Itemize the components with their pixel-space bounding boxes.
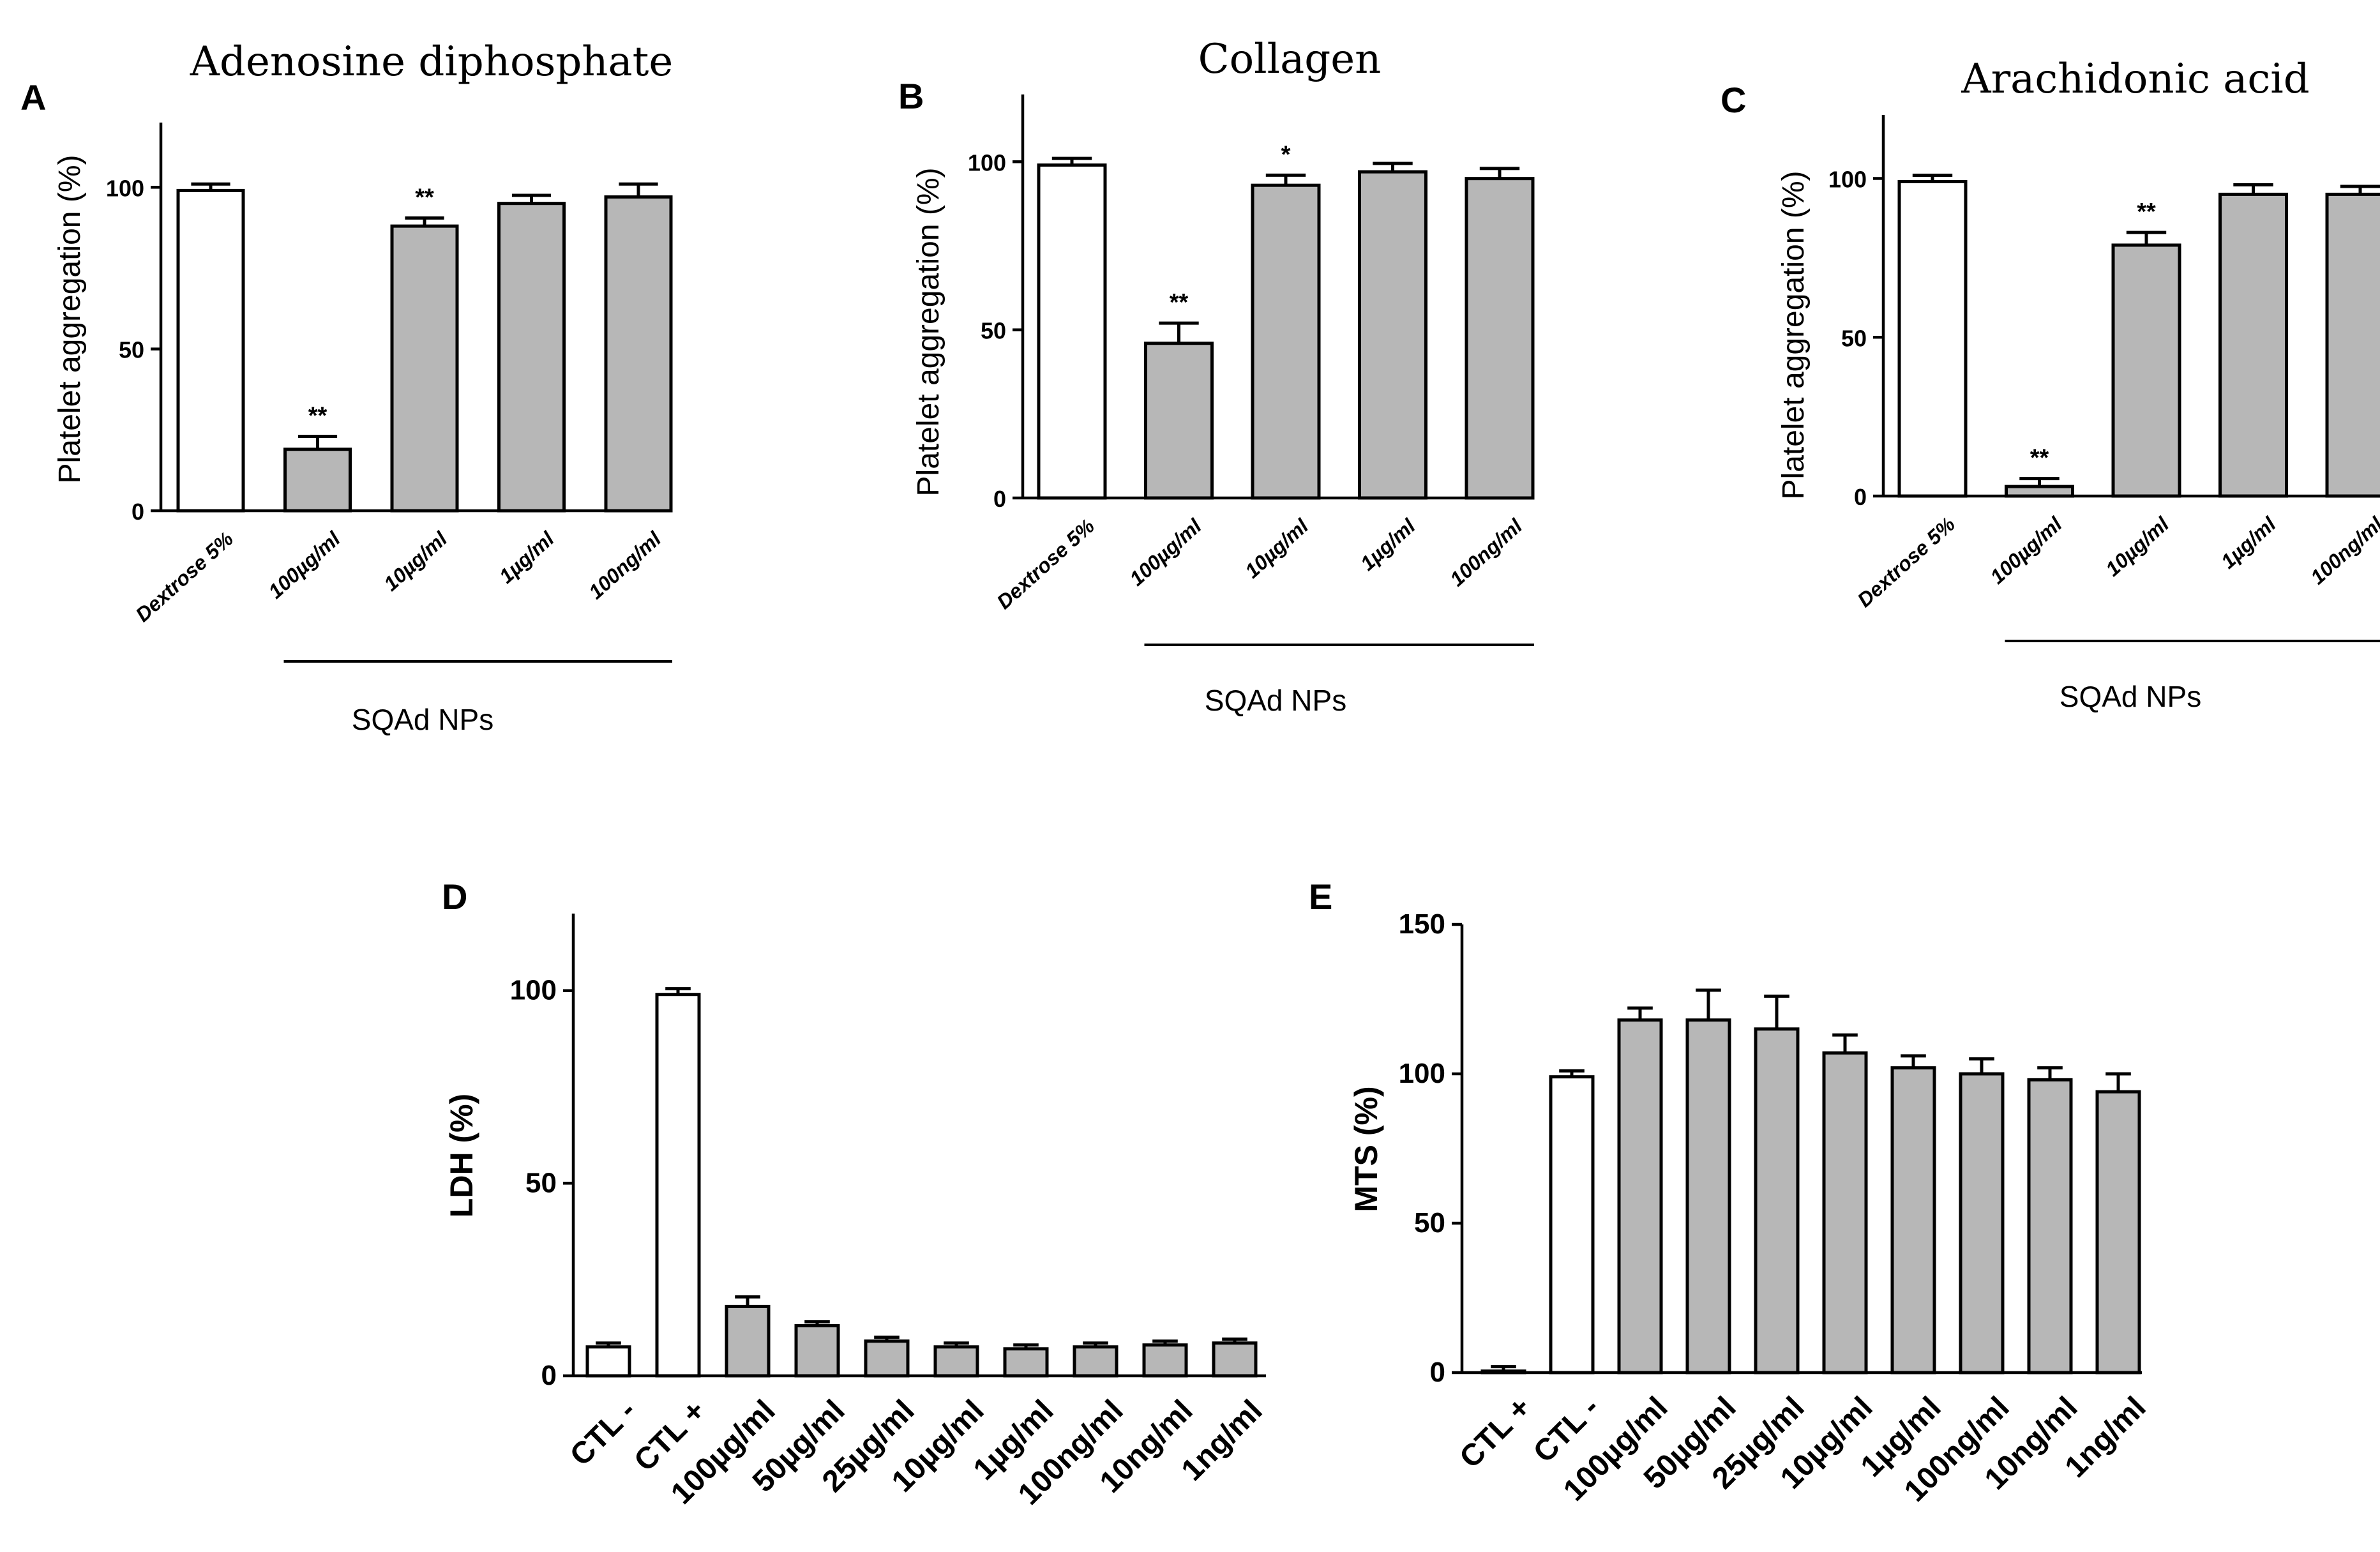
bar-e-8 bbox=[1959, 1072, 2005, 1375]
bar-d-1 bbox=[585, 1345, 631, 1378]
y-tick-label-c: 100 bbox=[1828, 167, 1867, 193]
bar-e-9 bbox=[2027, 1078, 2073, 1375]
group-label-a: SQAd NPs bbox=[352, 703, 493, 736]
y-tick-label-b: 0 bbox=[993, 486, 1006, 512]
bar-e-6 bbox=[1822, 1051, 1868, 1375]
category-label-c-5: 100ng/ml bbox=[2306, 512, 2380, 589]
y-tick-label-e: 100 bbox=[1399, 1058, 1445, 1089]
panel-letter-d: D bbox=[442, 877, 467, 917]
bar-d-9 bbox=[1142, 1343, 1188, 1378]
y-axis-label-b: Platelet aggregation (%) bbox=[912, 168, 945, 497]
y-tick-label-c: 50 bbox=[1841, 325, 1867, 351]
bar-c-4 bbox=[2218, 192, 2288, 498]
bar-c-5 bbox=[2325, 192, 2380, 498]
panel-letter-e: E bbox=[1309, 877, 1332, 917]
panel-letter-c: C bbox=[1721, 80, 1746, 120]
panel-letter-b: B bbox=[898, 76, 924, 116]
bar-a-5 bbox=[604, 195, 673, 513]
bar-d-2 bbox=[655, 993, 701, 1378]
bar-e-3 bbox=[1617, 1018, 1663, 1375]
y-tick-label-a: 0 bbox=[132, 499, 144, 525]
category-label-b-5: 100ng/ml bbox=[1445, 514, 1527, 591]
y-axis-label-d: LDH (%) bbox=[444, 1094, 479, 1217]
panel-title-c: Arachidonic acid bbox=[1961, 56, 2309, 103]
bar-d-8 bbox=[1073, 1345, 1118, 1378]
significance-b-2: ** bbox=[1170, 289, 1189, 316]
bar-e-4 bbox=[1685, 1018, 1731, 1375]
y-tick-label-d: 0 bbox=[541, 1360, 557, 1391]
category-label-a-1: Dextrose 5% bbox=[131, 527, 237, 626]
y-axis-label-a: Platelet aggregation (%) bbox=[53, 155, 87, 484]
bar-d-5 bbox=[864, 1339, 910, 1378]
y-tick-label-d: 100 bbox=[510, 975, 557, 1006]
bar-b-5 bbox=[1465, 177, 1535, 500]
y-tick-label-b: 50 bbox=[981, 318, 1006, 344]
category-label-b-4: 1µg/ml bbox=[1356, 514, 1420, 575]
panel-letter-a: A bbox=[20, 77, 46, 117]
y-tick-label-b: 100 bbox=[968, 149, 1006, 176]
significance-c-2: ** bbox=[2030, 445, 2049, 472]
bar-e-10 bbox=[2095, 1090, 2141, 1375]
bar-d-10 bbox=[1212, 1341, 1258, 1378]
panel-a: A Adenosine diphosphate Platelet aggrega… bbox=[20, 38, 673, 736]
y-tick-label-e: 0 bbox=[1430, 1357, 1445, 1388]
bar-d-3 bbox=[725, 1304, 771, 1378]
category-label-c-2: 100µg/ml bbox=[1985, 512, 2067, 589]
significance-a-2: ** bbox=[308, 402, 328, 429]
bar-a-4 bbox=[497, 202, 566, 513]
category-label-b-2: 100µg/ml bbox=[1125, 514, 1206, 591]
bar-e-2 bbox=[1549, 1075, 1595, 1375]
bar-d-4 bbox=[794, 1324, 840, 1378]
bar-c-3 bbox=[2111, 243, 2181, 498]
y-tick-label-c: 0 bbox=[1854, 484, 1867, 510]
group-label-b: SQAd NPs bbox=[1205, 684, 1346, 717]
bar-e-5 bbox=[1754, 1027, 1800, 1375]
y-axis-label-c: Platelet aggregation (%) bbox=[1777, 171, 1811, 500]
y-tick-label-a: 100 bbox=[106, 175, 144, 201]
category-label-a-3: 10µg/ml bbox=[379, 527, 452, 596]
category-label-b-1: Dextrose 5% bbox=[992, 515, 1099, 614]
panel-b: B Collagen Platelet aggregation (%) SQAd… bbox=[898, 36, 1535, 717]
category-label-a-5: 100ng/ml bbox=[584, 527, 666, 603]
category-label-a-4: 1µg/ml bbox=[495, 527, 559, 588]
category-label-c-4: 1µg/ml bbox=[2217, 512, 2281, 573]
panel-c: C Arachidonic acid Platelet aggregation … bbox=[1721, 56, 2380, 713]
bar-a-2 bbox=[283, 448, 352, 513]
significance-c-3: ** bbox=[2137, 199, 2156, 225]
category-label-e-1: CTL + bbox=[1453, 1390, 1537, 1475]
category-label-a-2: 100µg/ml bbox=[264, 527, 345, 603]
bar-b-4 bbox=[1358, 170, 1427, 500]
y-tick-label-a: 50 bbox=[119, 337, 144, 363]
y-tick-label-e: 150 bbox=[1399, 908, 1445, 940]
y-tick-label-e: 50 bbox=[1414, 1207, 1445, 1239]
category-label-c-3: 10µg/ml bbox=[2101, 512, 2174, 581]
bar-c-1 bbox=[1897, 179, 1968, 498]
bar-a-1 bbox=[176, 188, 245, 513]
bar-e-7 bbox=[1890, 1066, 1936, 1375]
category-label-b-3: 10µg/ml bbox=[1240, 514, 1313, 583]
bar-b-1 bbox=[1037, 163, 1107, 500]
significance-a-3: ** bbox=[415, 184, 434, 211]
category-label-d-1: CTL - bbox=[564, 1394, 643, 1473]
bar-d-6 bbox=[933, 1345, 979, 1378]
panel-title-b: Collagen bbox=[1198, 36, 1382, 83]
bar-b-3 bbox=[1251, 183, 1321, 500]
y-tick-label-d: 50 bbox=[525, 1167, 557, 1198]
category-label-c-1: Dextrose 5% bbox=[1853, 513, 1959, 612]
group-label-c: SQAd NPs bbox=[2060, 680, 2201, 713]
bar-d-7 bbox=[1003, 1347, 1049, 1378]
bar-b-2 bbox=[1144, 342, 1214, 500]
bar-a-3 bbox=[390, 224, 459, 513]
significance-b-3: * bbox=[1281, 141, 1291, 168]
panel-title-a: Adenosine diphosphate bbox=[190, 38, 674, 86]
bar-e-1 bbox=[1480, 1369, 1526, 1375]
y-axis-label-e: MTS (%) bbox=[1348, 1086, 1384, 1212]
bar-c-2 bbox=[2005, 485, 2074, 498]
